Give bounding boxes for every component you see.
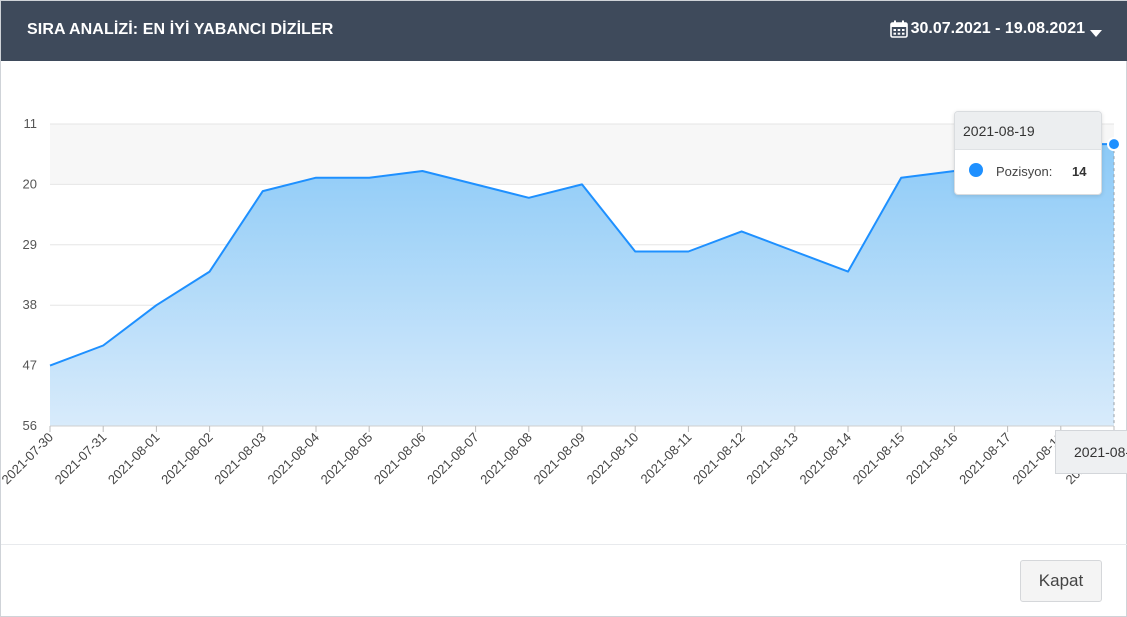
series-area (50, 144, 1114, 426)
calendar-icon (889, 20, 908, 38)
x-tick-label: 2021-08-03 (211, 430, 269, 488)
x-tick-label: 2021-08-09 (530, 430, 588, 488)
x-tick-label: 2021-07-30 (1, 430, 56, 488)
x-tick-label: 2021-08-17 (956, 430, 1014, 488)
x-tick-label: 2021-07-31 (52, 430, 110, 488)
x-tick-label: 2021-08-11 (638, 430, 695, 487)
x-tick-label: 2021-08-02 (158, 430, 216, 488)
tooltip-label: Pozisyon: (996, 164, 1053, 179)
footer-divider (1, 544, 1127, 545)
x-tick-label: 2021-08-06 (371, 430, 429, 488)
y-tick-label: 29 (23, 237, 37, 252)
y-tick-label: 11 (24, 116, 38, 131)
close-button[interactable]: Kapat (1020, 560, 1102, 602)
y-tick-label: 56 (23, 418, 37, 433)
x-tick-label: 2021-08-05 (318, 430, 376, 488)
tooltip-date: 2021-08-19 (955, 112, 1101, 150)
modal-title: SIRA ANALİZİ: EN İYİ YABANCI DİZİLER (27, 21, 334, 38)
y-tick-label: 38 (23, 297, 37, 312)
series-marker-icon (969, 163, 983, 177)
date-range-picker[interactable]: 30.07.2021 - 19.08.2021 (889, 20, 1102, 38)
caret-down-icon (1090, 25, 1102, 37)
x-tick-label: 2021-08-01 (105, 430, 163, 488)
modal-header: SIRA ANALİZİ: EN İYİ YABANCI DİZİLER 30.… (1, 1, 1127, 61)
chart-tooltip: 2021-08-19 Pozisyon: 14 (954, 111, 1102, 195)
x-tick-label: 2021-08-13 (743, 430, 801, 488)
x-tick-label: 2021-08-08 (477, 430, 535, 488)
x-tick-label: 2021-08-15 (850, 430, 908, 488)
x-tick-label: 2021-08-16 (903, 430, 961, 488)
x-tick-label: 2021-08-04 (264, 430, 322, 488)
data-point-marker (1107, 137, 1121, 152)
series-line (49, 143, 1114, 367)
x-tick-label: 2021-08-12 (690, 430, 748, 488)
date-range-text: 30.07.2021 - 19.08.2021 (910, 20, 1085, 37)
y-tick-label: 20 (23, 176, 37, 191)
x-tick-label: 2021-08-10 (584, 430, 642, 488)
crosshair-x-label: 2021-08-19 (1055, 430, 1127, 474)
x-tick-label: 2021-08-07 (424, 430, 482, 488)
tooltip-value: 14 (1072, 164, 1087, 179)
x-tick-label: 2021-08-14 (796, 430, 854, 488)
y-tick-label: 47 (23, 358, 37, 373)
